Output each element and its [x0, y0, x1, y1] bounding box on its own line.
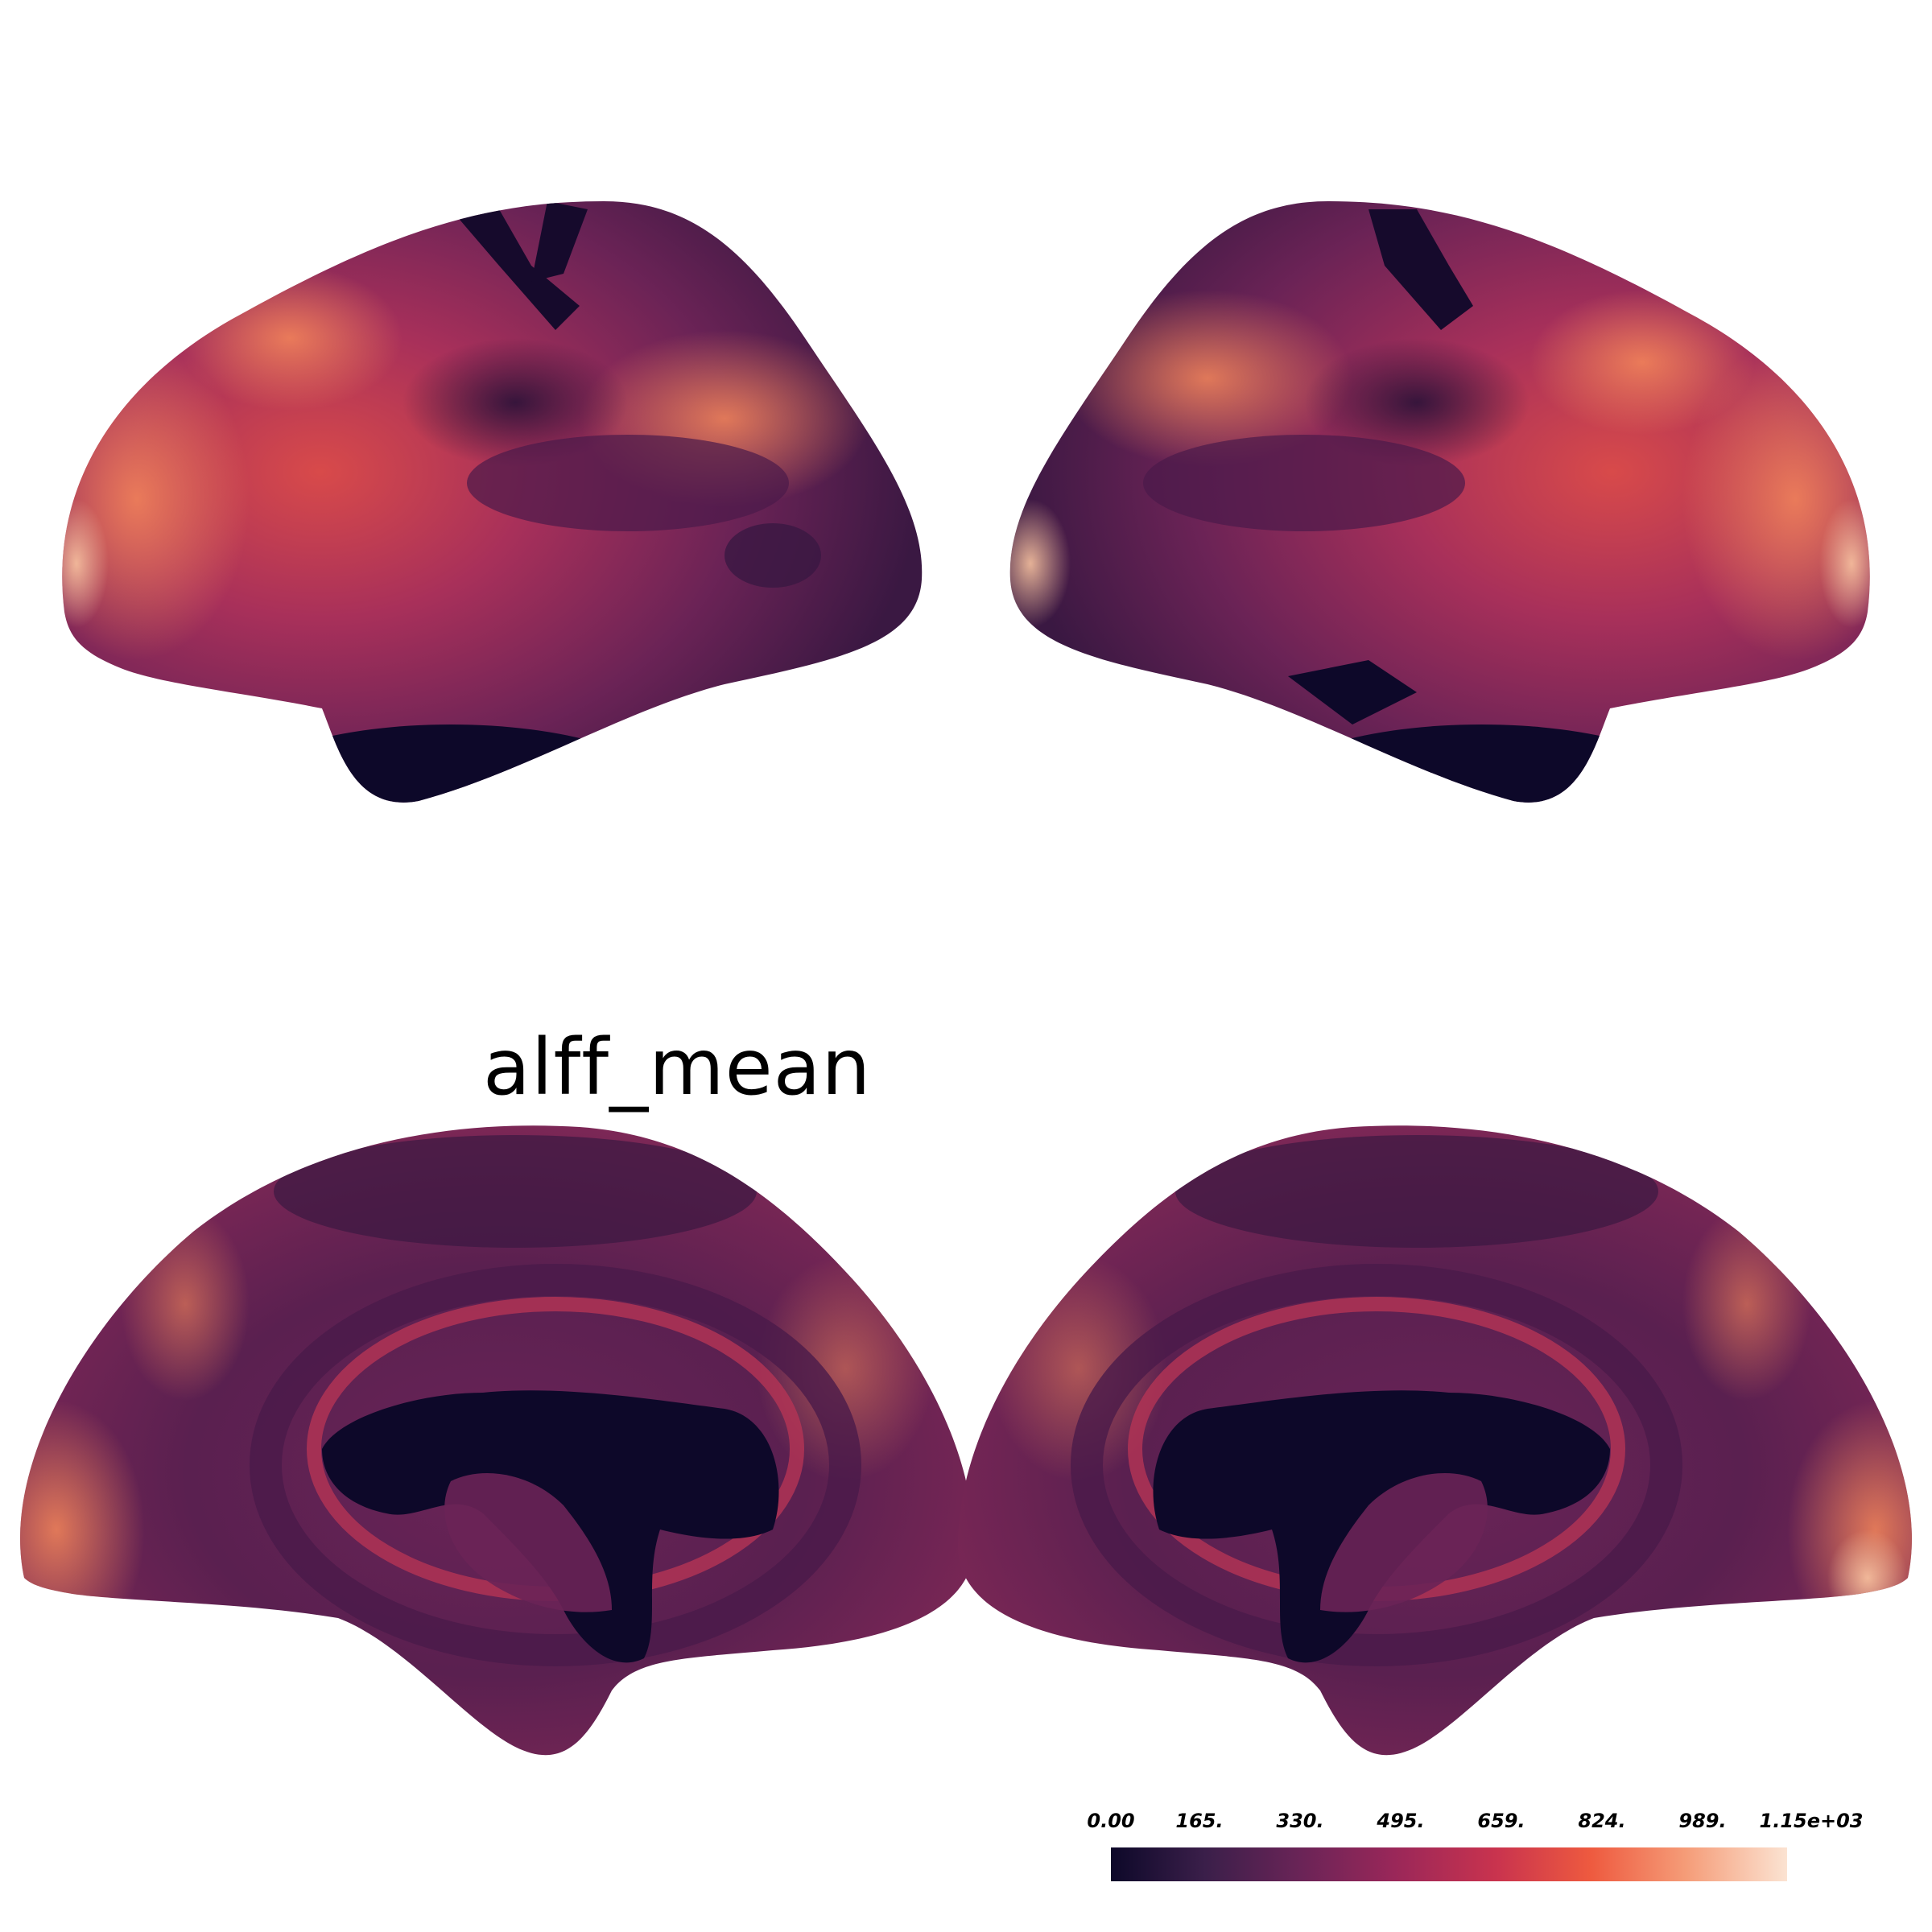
colorbar-tick: 824. — [1578, 1810, 1626, 1832]
colorbar-tick: 0.00 — [1087, 1810, 1135, 1832]
left-lateral-hemisphere — [62, 201, 923, 803]
colorbar-tick: 1.15e+03 — [1759, 1810, 1864, 1832]
right-medial-hemisphere — [958, 1125, 1912, 1756]
colorbar-tick: 659. — [1477, 1810, 1525, 1832]
colorbar-tick-labels: 0.00 165. 330. 495. 659. 824. 989. 1.15e… — [1046, 1810, 1863, 1842]
colorbar-tick: 495. — [1377, 1810, 1425, 1832]
colorbar-tick: 330. — [1276, 1810, 1324, 1832]
colorbar-tick: 165. — [1175, 1810, 1224, 1832]
right-lateral-hemisphere — [1009, 201, 1870, 803]
map-title: alff_mean — [483, 1022, 872, 1113]
colorbar — [1111, 1847, 1787, 1881]
colorbar-tick: 989. — [1678, 1810, 1727, 1832]
left-medial-hemisphere — [20, 1125, 974, 1756]
